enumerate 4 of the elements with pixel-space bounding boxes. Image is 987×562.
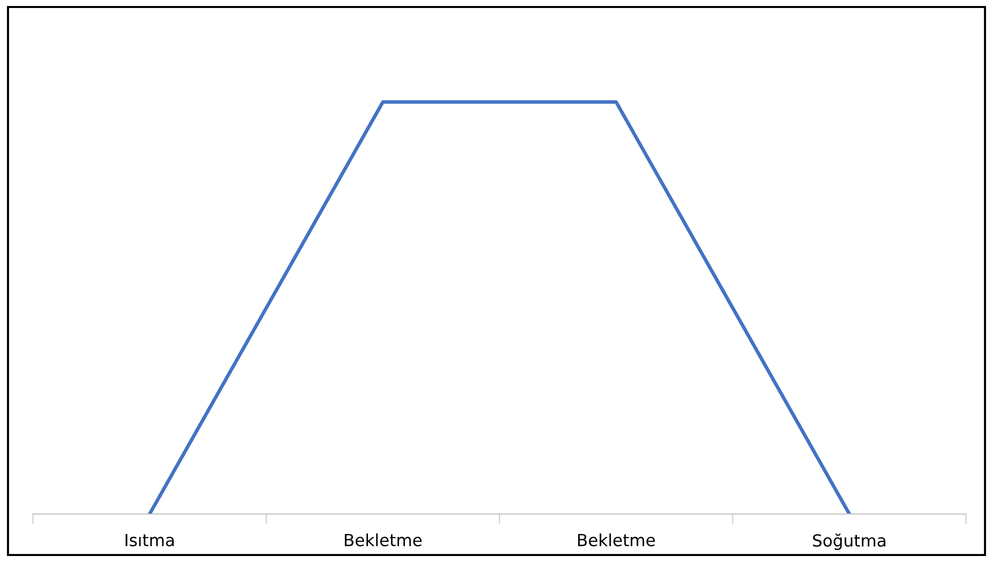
x-tick-label: Bekletme xyxy=(578,533,655,546)
x-tick-label: Soğutma xyxy=(813,533,886,550)
x-tick-label: Bekletme xyxy=(344,533,422,546)
x-tick-label: Isıtma xyxy=(126,534,174,546)
